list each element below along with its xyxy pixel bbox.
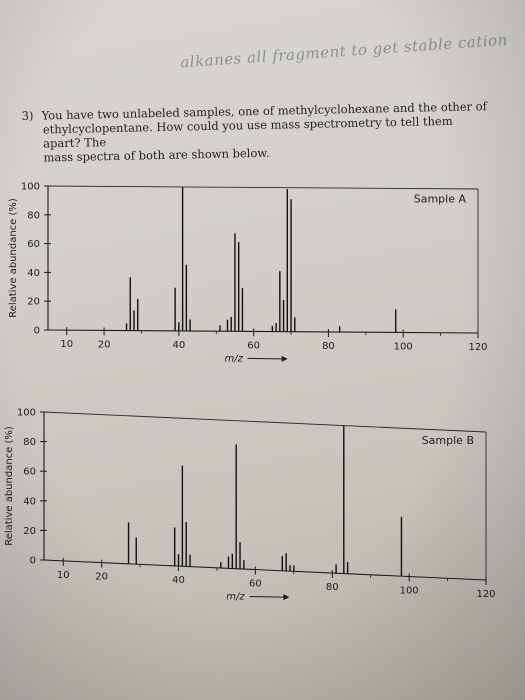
y-axis-label: Relative abundance (%) <box>4 426 15 546</box>
x-tick-label: 80 <box>322 341 335 352</box>
x-axis-line <box>43 559 487 581</box>
y-tick-label: 0 <box>30 556 36 567</box>
frame-top-line <box>47 185 479 190</box>
mass-spectrum-sample-b: 0 20 40 60 80 100 10 20 40 60 80 100 120 Sample B m/z R… <box>4 408 496 603</box>
y-tick-label: 20 <box>23 526 36 537</box>
x-tick-label: 60 <box>247 340 260 351</box>
y-tick-label: 0 <box>34 326 40 337</box>
handwritten-note: alkanes all fragment to get stable catio… <box>179 30 509 72</box>
chart-group: 0 20 40 60 80 100 10 20 40 60 80 100 120 Sample A m/z R… <box>8 182 488 365</box>
x-tick-label: 40 <box>173 340 186 351</box>
x-tick-label: 40 <box>172 575 185 586</box>
x-tick-label: 100 <box>400 586 419 597</box>
x-axis-line <box>47 329 479 334</box>
x-axis-arrow-line <box>247 357 282 360</box>
x-axis-arrow-head <box>283 594 290 601</box>
x-tick-label: 80 <box>326 582 339 593</box>
x-axis-label: m/z <box>224 353 243 364</box>
frame-top-line <box>43 411 487 433</box>
question-text: 3) You have two unlabeled samples, one of… <box>21 99 492 165</box>
x-tick-label: 10 <box>60 339 73 350</box>
y-tick-label: 80 <box>27 210 40 221</box>
y-tick-label: 100 <box>17 408 36 419</box>
x-axis-label: m/z <box>226 592 245 603</box>
x-tick-label: 100 <box>394 341 413 352</box>
chart-title: Sample B <box>422 434 474 447</box>
y-tick-label: 60 <box>23 467 36 478</box>
x-tick-label: 60 <box>249 579 262 590</box>
y-axis-label: Relative abundance (%) <box>8 198 19 318</box>
y-tick-label: 80 <box>23 437 36 448</box>
x-axis-arrow-line <box>249 596 284 598</box>
chart-group: 0 20 40 60 80 100 10 20 40 60 80 100 120 Sample B m/z R… <box>4 408 496 603</box>
y-tick-label: 20 <box>27 297 40 308</box>
y-tick-label: 40 <box>27 268 40 279</box>
y-tick-label: 60 <box>27 239 40 250</box>
x-tick-label: 10 <box>57 570 70 581</box>
mass-spectrum-sample-a: 0 20 40 60 80 100 10 20 40 60 80 100 120 Sample A m/z R… <box>8 182 488 365</box>
y-tick-label: 100 <box>21 182 40 193</box>
x-tick-label: 120 <box>468 342 487 353</box>
question-number: 3) <box>21 108 34 123</box>
x-tick-label: 20 <box>98 339 111 350</box>
x-tick-label: 120 <box>476 589 495 600</box>
y-tick-label: 40 <box>23 496 36 507</box>
x-axis-arrow-head <box>281 355 288 362</box>
chart-title: Sample A <box>414 193 467 206</box>
x-tick-label: 20 <box>95 572 108 583</box>
